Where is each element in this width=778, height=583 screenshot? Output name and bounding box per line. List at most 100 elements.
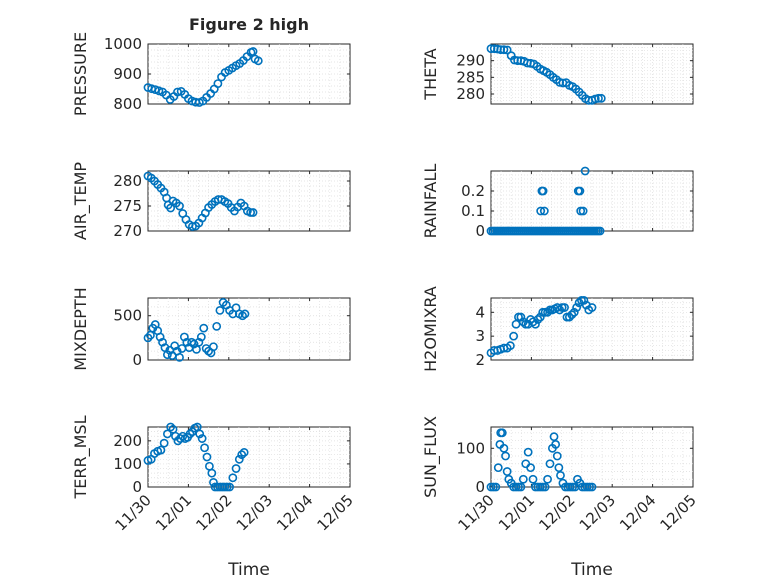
y-tick-label: 280 xyxy=(456,85,485,103)
y-tick-label: 0 xyxy=(475,222,485,240)
x-tick-label: 12/04 xyxy=(273,491,316,534)
data-point xyxy=(209,342,218,352)
y-tick-label: 800 xyxy=(113,95,142,113)
y-tick-label: 290 xyxy=(456,52,485,70)
y-tick-label: 0 xyxy=(475,478,485,496)
data-point xyxy=(552,451,562,461)
data-point xyxy=(578,206,588,216)
data-point xyxy=(594,93,603,103)
y-axis-label: MIXDEPTH xyxy=(71,287,90,370)
data-point xyxy=(196,332,206,342)
panel-mixdepth: 0 500 MIXDEPTH xyxy=(71,287,351,371)
y-tick-label: 100 xyxy=(113,455,142,473)
data-point xyxy=(523,447,533,457)
data-point xyxy=(159,438,169,448)
data-point xyxy=(491,482,501,492)
data-point xyxy=(202,452,212,462)
data-point xyxy=(188,222,197,231)
data-point xyxy=(175,201,184,211)
data-point xyxy=(156,445,166,455)
data-point xyxy=(213,79,223,88)
data-point xyxy=(502,467,512,476)
data-point xyxy=(554,463,564,473)
y-tick-label: 0.1 xyxy=(461,202,485,220)
data-point xyxy=(185,429,195,439)
data-point xyxy=(199,323,209,333)
y-tick-label: 285 xyxy=(456,68,485,86)
y-tick-label: 100 xyxy=(456,439,485,457)
x-tick-label: 12/02 xyxy=(192,491,235,534)
data-point xyxy=(575,186,585,196)
x-tick-label: 12/03 xyxy=(576,491,619,534)
data-point xyxy=(579,295,589,305)
x-tick-label: 12/04 xyxy=(616,491,659,534)
data-point xyxy=(225,482,235,492)
data-point xyxy=(200,443,209,453)
data-point xyxy=(569,307,579,317)
data-point xyxy=(526,463,535,473)
data-point xyxy=(560,303,569,312)
y-axis-label: TERR_MSL xyxy=(71,415,91,499)
data-point xyxy=(518,474,528,484)
data-point xyxy=(535,312,545,322)
y-tick-label: 0.2 xyxy=(461,182,485,200)
x-tick-label: 11/30 xyxy=(112,491,155,534)
data-point xyxy=(587,482,597,492)
data-point xyxy=(528,474,538,484)
y-axis-label: PRESSURE xyxy=(71,32,90,116)
y-tick-label: 0 xyxy=(132,478,142,496)
y-tick-label: 280 xyxy=(113,172,142,190)
data-point xyxy=(509,331,519,341)
y-tick-label: 4 xyxy=(475,303,485,321)
data-point xyxy=(580,166,590,176)
panel-sun_flux: 0 100 SUN_FLUX xyxy=(421,416,694,498)
y-tick-label: 0 xyxy=(132,351,142,369)
data-point xyxy=(502,45,512,55)
data-point xyxy=(175,352,184,362)
y-axis-label: SUN_FLUX xyxy=(421,416,441,498)
y-tick-label: 270 xyxy=(113,222,142,240)
data-point xyxy=(533,315,543,324)
data-point xyxy=(501,451,510,461)
y-axis-label: RAINFALL xyxy=(421,164,440,239)
data-point xyxy=(531,319,540,329)
x-tick-label: 12/05 xyxy=(314,491,357,534)
x-axis-label: Time xyxy=(227,560,270,580)
data-point xyxy=(253,56,263,66)
data-point xyxy=(516,482,526,492)
x-tick-label: 12/01 xyxy=(152,491,195,534)
data-point xyxy=(231,464,241,473)
y-tick-label: 200 xyxy=(113,432,142,450)
x-tick-label: 12/01 xyxy=(495,491,538,534)
data-point xyxy=(162,350,172,360)
data-point xyxy=(248,208,258,217)
data-point xyxy=(195,429,205,439)
x-tick-label: 12/05 xyxy=(657,491,700,534)
data-point xyxy=(536,206,546,216)
data-point xyxy=(596,93,606,103)
data-point xyxy=(234,454,244,464)
data-point xyxy=(499,45,509,55)
panel-pressure: 800 900 1000 PRESSURE xyxy=(71,32,351,116)
data-point xyxy=(197,434,207,443)
data-point xyxy=(240,309,250,319)
data-point xyxy=(207,468,217,478)
data-point xyxy=(567,310,577,320)
data-point xyxy=(543,474,552,484)
data-point xyxy=(540,482,550,492)
x-tick-label: 11/30 xyxy=(455,491,498,534)
x-tick-label: 12/03 xyxy=(233,491,276,534)
data-point xyxy=(595,226,605,236)
x-tick-label: 12/02 xyxy=(535,491,578,534)
data-point xyxy=(556,470,565,480)
y-tick-label: 2 xyxy=(475,351,485,369)
y-tick-label: 275 xyxy=(113,197,142,215)
y-axis-label: THETA xyxy=(421,48,440,100)
y-tick-label: 500 xyxy=(113,307,142,325)
data-point xyxy=(497,428,507,438)
panel-rainfall: 0 0.1 0.2 RAINFALL xyxy=(421,164,694,240)
data-point xyxy=(545,459,555,469)
panel-terr_msl: 0 100 200 TERR_MSL xyxy=(71,415,351,500)
y-tick-label: 1000 xyxy=(104,35,142,53)
